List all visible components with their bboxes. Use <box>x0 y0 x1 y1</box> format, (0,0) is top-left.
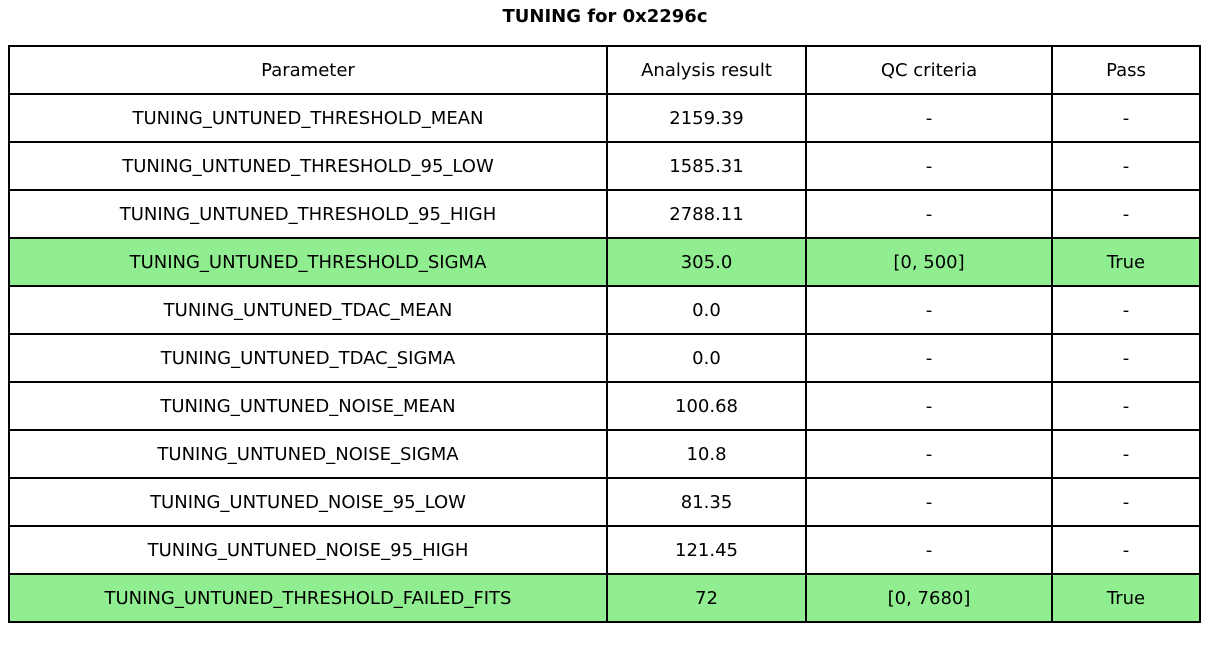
cell-qc-criteria: - <box>805 381 1053 431</box>
cell-parameter: TUNING_UNTUNED_TDAC_SIGMA <box>8 333 608 383</box>
cell-pass: True <box>1051 573 1201 623</box>
cell-analysis-result: 0.0 <box>606 333 807 383</box>
cell-qc-criteria: - <box>805 93 1053 143</box>
cell-parameter: TUNING_UNTUNED_THRESHOLD_SIGMA <box>8 237 608 287</box>
cell-qc-criteria: - <box>805 189 1053 239</box>
cell-qc-criteria: [0, 7680] <box>805 573 1053 623</box>
table-header-row: Parameter Analysis result QC criteria Pa… <box>8 45 1201 95</box>
cell-parameter: TUNING_UNTUNED_NOISE_95_HIGH <box>8 525 608 575</box>
page-title: TUNING for 0x2296c <box>502 6 708 27</box>
table-row: TUNING_UNTUNED_THRESHOLD_MEAN 2159.39- - <box>8 93 1201 143</box>
cell-parameter: TUNING_UNTUNED_THRESHOLD_95_HIGH <box>8 189 608 239</box>
cell-qc-criteria: - <box>805 333 1053 383</box>
cell-pass: - <box>1051 93 1201 143</box>
column-header-qc-criteria: QC criteria <box>805 45 1053 95</box>
cell-parameter: TUNING_UNTUNED_THRESHOLD_95_LOW <box>8 141 608 191</box>
cell-pass: - <box>1051 525 1201 575</box>
cell-analysis-result: 1585.31 <box>606 141 807 191</box>
qc-table: Parameter Analysis result QC criteria Pa… <box>8 45 1201 623</box>
cell-analysis-result: 2159.39 <box>606 93 807 143</box>
cell-qc-criteria: - <box>805 141 1053 191</box>
cell-analysis-result: 10.8 <box>606 429 807 479</box>
cell-analysis-result: 81.35 <box>606 477 807 527</box>
table-row: TUNING_UNTUNED_NOISE_95_HIGH 121.45- - <box>8 525 1201 575</box>
cell-qc-criteria: [0, 500] <box>805 237 1053 287</box>
cell-analysis-result: 72 <box>606 573 807 623</box>
table-row: TUNING_UNTUNED_THRESHOLD_FAILED_FITS 72 [0… <box>8 573 1201 623</box>
cell-pass: - <box>1051 285 1201 335</box>
cell-pass: - <box>1051 429 1201 479</box>
table-row: TUNING_UNTUNED_TDAC_MEAN 0.0- - <box>8 285 1201 335</box>
table-row: TUNING_UNTUNED_THRESHOLD_95_LOW 1585.31- - <box>8 141 1201 191</box>
cell-pass: True <box>1051 237 1201 287</box>
cell-qc-criteria: - <box>805 477 1053 527</box>
table-row: TUNING_UNTUNED_NOISE_MEAN 100.68- - <box>8 381 1201 431</box>
column-header-pass: Pass <box>1051 45 1201 95</box>
cell-parameter: TUNING_UNTUNED_THRESHOLD_MEAN <box>8 93 608 143</box>
table-row: TUNING_UNTUNED_NOISE_95_LOW 81.35- - <box>8 477 1201 527</box>
cell-analysis-result: 121.45 <box>606 525 807 575</box>
cell-pass: - <box>1051 477 1201 527</box>
cell-analysis-result: 100.68 <box>606 381 807 431</box>
cell-analysis-result: 0.0 <box>606 285 807 335</box>
qc-table-body: TUNING_UNTUNED_THRESHOLD_MEAN 2159.39- - TU… <box>8 93 1201 623</box>
table-row: TUNING_UNTUNED_THRESHOLD_95_HIGH 2788.11-… <box>8 189 1201 239</box>
cell-parameter: TUNING_UNTUNED_NOISE_95_LOW <box>8 477 608 527</box>
cell-parameter: TUNING_UNTUNED_NOISE_SIGMA <box>8 429 608 479</box>
column-header-parameter: Parameter <box>8 45 608 95</box>
cell-parameter: TUNING_UNTUNED_THRESHOLD_FAILED_FITS <box>8 573 608 623</box>
cell-analysis-result: 2788.11 <box>606 189 807 239</box>
column-header-analysis-result: Analysis result <box>606 45 807 95</box>
cell-qc-criteria: - <box>805 429 1053 479</box>
cell-pass: - <box>1051 333 1201 383</box>
cell-pass: - <box>1051 141 1201 191</box>
cell-parameter: TUNING_UNTUNED_NOISE_MEAN <box>8 381 608 431</box>
table-row: TUNING_UNTUNED_NOISE_SIGMA 10.8- - <box>8 429 1201 479</box>
cell-qc-criteria: - <box>805 525 1053 575</box>
cell-parameter: TUNING_UNTUNED_TDAC_MEAN <box>8 285 608 335</box>
cell-pass: - <box>1051 381 1201 431</box>
table-row: TUNING_UNTUNED_TDAC_SIGMA 0.0- - <box>8 333 1201 383</box>
cell-qc-criteria: - <box>805 285 1053 335</box>
cell-pass: - <box>1051 189 1201 239</box>
table-row: TUNING_UNTUNED_THRESHOLD_SIGMA 305.0 [0, 5… <box>8 237 1201 287</box>
cell-analysis-result: 305.0 <box>606 237 807 287</box>
